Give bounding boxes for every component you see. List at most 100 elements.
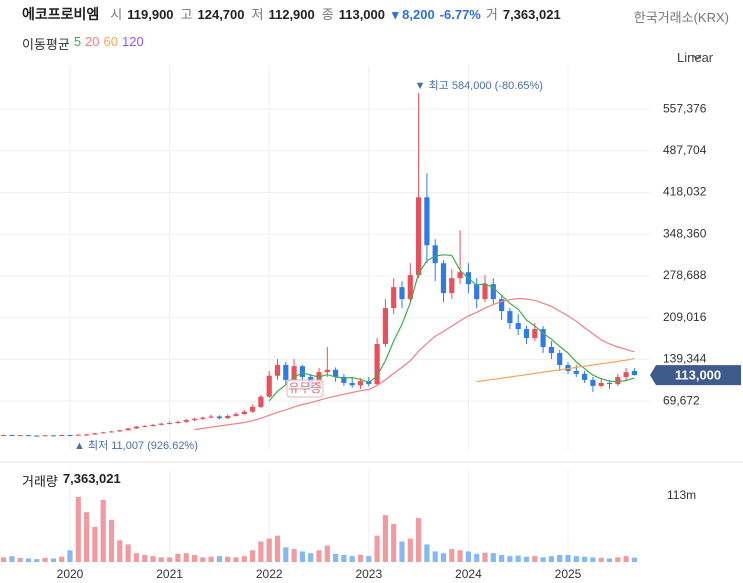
candle-body bbox=[590, 379, 596, 386]
volume-bar bbox=[225, 556, 231, 562]
candle-body bbox=[92, 433, 98, 435]
volume-bar bbox=[191, 554, 198, 562]
volume-bar bbox=[582, 556, 588, 562]
volume-value: 7,363,021 bbox=[62, 471, 121, 486]
candle-body bbox=[399, 287, 405, 300]
volume-bar bbox=[416, 518, 422, 562]
ma-line bbox=[268, 254, 635, 402]
x-tick-label: 2024 bbox=[455, 567, 482, 581]
volume-bar bbox=[67, 550, 73, 562]
volume-label: 거래량 bbox=[22, 474, 58, 489]
change: ▾ 8,200 bbox=[392, 7, 435, 22]
stock-name: 에코프로비엠 bbox=[22, 6, 100, 22]
volume-title: 거래량 7,363,021 bbox=[22, 471, 121, 490]
candle-body bbox=[482, 284, 488, 300]
candle-body bbox=[250, 406, 256, 412]
candle-body bbox=[175, 421, 181, 424]
volume-bar bbox=[565, 554, 571, 562]
volume-tick-label: 113m bbox=[667, 488, 696, 502]
volume-bar bbox=[175, 553, 181, 562]
change-pct: -6.77% bbox=[439, 7, 481, 22]
volume-bar bbox=[382, 515, 388, 562]
volume-bar bbox=[357, 554, 364, 562]
volume-bar bbox=[283, 547, 289, 562]
event-badge[interactable] bbox=[286, 379, 324, 398]
candle-body bbox=[374, 344, 380, 385]
volume-bar bbox=[474, 553, 480, 562]
candle-body bbox=[84, 434, 90, 436]
event-label: 유무증 bbox=[288, 381, 321, 395]
volume-bar bbox=[291, 549, 297, 562]
candle-body bbox=[225, 415, 231, 419]
candle-body bbox=[100, 432, 106, 434]
exchange: 한국거래소(KRX) bbox=[633, 10, 729, 25]
volume-bar bbox=[407, 538, 413, 562]
volume-bar bbox=[92, 526, 98, 562]
volume-bar bbox=[507, 556, 513, 562]
scale-selector[interactable]: Linear bbox=[677, 50, 714, 65]
field-value: 7,363,021 bbox=[502, 7, 561, 22]
volume-bar bbox=[17, 557, 23, 562]
volume-bar bbox=[557, 554, 563, 562]
volume-bar bbox=[233, 557, 239, 562]
candle-body bbox=[565, 364, 571, 371]
candle-body bbox=[34, 435, 40, 437]
volume-bar bbox=[59, 556, 65, 562]
x-tick-label: 2022 bbox=[256, 567, 283, 581]
volume-bar bbox=[374, 535, 380, 562]
candle-body bbox=[167, 423, 173, 425]
volume-bar bbox=[432, 551, 438, 562]
volume-bar bbox=[523, 556, 530, 562]
candle-body bbox=[50, 435, 56, 437]
candle-body bbox=[241, 411, 247, 415]
candle-body bbox=[59, 435, 65, 437]
volume-bar bbox=[150, 556, 156, 562]
candles bbox=[1, 93, 637, 437]
ma-legend-item: 20 bbox=[85, 34, 100, 49]
candle-body bbox=[357, 381, 364, 386]
candle-body bbox=[457, 272, 463, 279]
candle-body bbox=[474, 284, 480, 300]
candle-body bbox=[499, 299, 505, 312]
candle-body bbox=[150, 424, 156, 427]
x-tick-label: 2020 bbox=[57, 567, 84, 581]
volume-bar bbox=[133, 553, 139, 562]
candle-body bbox=[382, 308, 388, 345]
candle-body bbox=[283, 364, 289, 380]
candle-body bbox=[557, 353, 563, 365]
x-tick-label: 2021 bbox=[156, 567, 183, 581]
candle-body bbox=[623, 372, 629, 377]
field-value: 124,700 bbox=[197, 7, 245, 22]
volume-bar bbox=[606, 558, 613, 562]
volume-bar bbox=[258, 541, 264, 562]
volume-bar bbox=[615, 557, 621, 562]
field-label: 시 bbox=[110, 7, 123, 22]
volume-bar bbox=[465, 551, 471, 562]
volume-bar bbox=[117, 540, 123, 562]
y-tick-label: 418,032 bbox=[663, 185, 707, 199]
volume-bar bbox=[333, 553, 339, 562]
candle-body bbox=[615, 376, 621, 385]
field-label: 고 bbox=[180, 7, 193, 22]
volume-bar bbox=[42, 557, 48, 562]
volume-bar bbox=[532, 556, 538, 562]
volume-bar bbox=[158, 557, 164, 562]
candle-body bbox=[573, 370, 579, 374]
y-tick-label: 348,360 bbox=[663, 226, 707, 240]
candle-body bbox=[258, 396, 264, 407]
volume-bar bbox=[75, 496, 81, 562]
volume-bar bbox=[457, 550, 463, 562]
volume-bar bbox=[200, 557, 206, 562]
volume-bar bbox=[324, 545, 330, 562]
volume-bar bbox=[142, 554, 148, 562]
volume-bar bbox=[84, 512, 90, 562]
candle-body bbox=[266, 375, 272, 397]
candle-body bbox=[407, 275, 413, 300]
x-tick-label: 2023 bbox=[355, 567, 382, 581]
y-tick-label: 557,376 bbox=[663, 101, 707, 115]
candle-body bbox=[9, 435, 15, 437]
volume-bar bbox=[499, 554, 505, 562]
quote-header: 에코프로비엠 시 119,900 고 124,700 저 112,900 종 113,000 ▾… bbox=[22, 4, 563, 24]
candle-body bbox=[507, 311, 513, 324]
candle-body bbox=[191, 418, 198, 421]
